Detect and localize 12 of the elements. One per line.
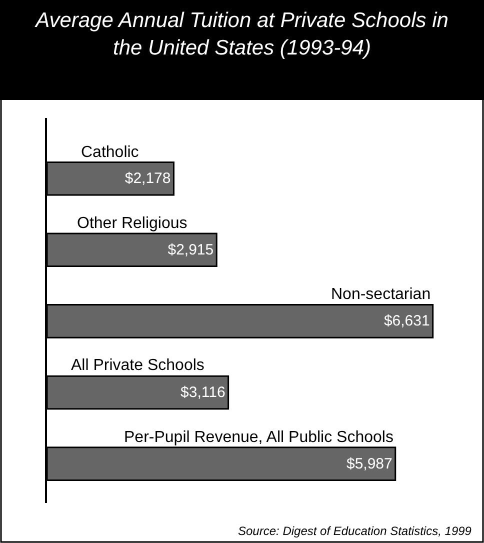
chart-title: Average Annual Tuition at Private Schools in the United States (1993-94) — [34, 9, 448, 60]
data-label: $3,116 — [180, 384, 226, 401]
y-tick-label: Per-Pupil Revenue, All Public Schools — [124, 429, 394, 446]
data-label: $5,987 — [346, 455, 392, 472]
y-tick-label: All Private Schools — [71, 357, 204, 374]
data-label: $2,178 — [124, 170, 171, 188]
data-label: $6,631 — [384, 312, 430, 330]
y-tick-label: Catholic — [81, 144, 139, 161]
source-note: Source: Digest of Education Statistics, 1999 — [238, 524, 472, 538]
y-tick-label: Other Religious — [77, 215, 188, 232]
y-tick-label: Non-sectarian — [331, 286, 431, 303]
data-label: $2,915 — [168, 241, 214, 258]
